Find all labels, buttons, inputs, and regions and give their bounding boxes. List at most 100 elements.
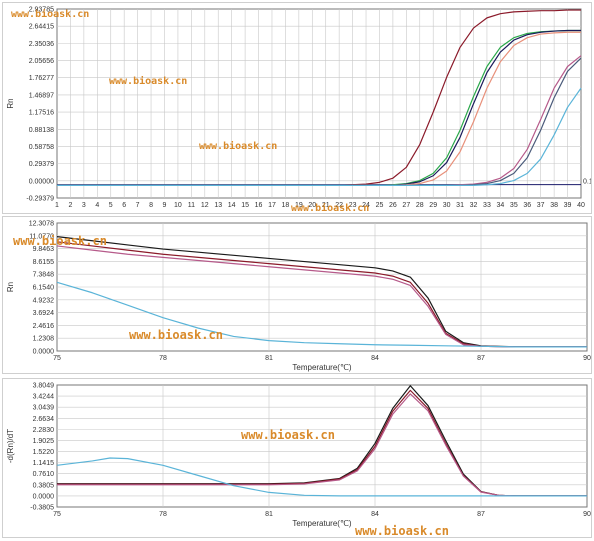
- y-tick-label: 2.6634: [33, 416, 55, 423]
- x-tick-label: 15: [241, 202, 249, 209]
- x-tick-label: 78: [159, 511, 167, 518]
- y-tick-label: 1.76277: [29, 75, 54, 82]
- y-tick-label: 0.58758: [29, 144, 54, 151]
- x-tick-label: 23: [349, 202, 357, 209]
- x-tick-label: 12: [201, 202, 209, 209]
- plot-area: [56, 384, 588, 508]
- x-tick-label: 84: [371, 511, 379, 518]
- melt-curve-panel: 12.3078 11.0770 9.8463 8.6155 7.3848 6.1540 4.…: [2, 216, 592, 374]
- x-tick-label: 38: [550, 202, 558, 209]
- y-tick-label: 2.2830: [33, 427, 55, 434]
- x-tick-label: 36: [523, 202, 531, 209]
- y-tick-label: 0.29379: [29, 161, 54, 168]
- y-tick-label: 2.4616: [33, 323, 55, 330]
- x-tick-label: 40: [577, 202, 585, 209]
- y-axis-label: -d(Rn)/dT: [6, 429, 15, 463]
- x-tick-label: 87: [477, 511, 485, 518]
- y-tick-label: 2.93785: [29, 7, 54, 14]
- watermark-text: www.bioask.cn: [199, 140, 277, 152]
- x-tick-label: 87: [477, 355, 485, 362]
- watermark-text: www.bioask.cn: [129, 328, 223, 342]
- x-tick-label: 16: [255, 202, 263, 209]
- x-tick-label: 26: [389, 202, 397, 209]
- x-tick-label: 32: [470, 202, 478, 209]
- x-tick-label: 39: [564, 202, 572, 209]
- y-tick-label: 0.88138: [29, 127, 54, 134]
- y-tick-label: 1.46897: [29, 92, 54, 99]
- y-axis-label: Rn: [6, 98, 15, 108]
- x-tick-label: 10: [174, 202, 182, 209]
- x-tick-label: 18: [282, 202, 290, 209]
- y-tick-label: 1.5220: [33, 449, 55, 456]
- x-tick-label: 34: [496, 202, 504, 209]
- y-tick-label: 11.0770: [29, 233, 54, 240]
- x-axis-label: Temperature(℃): [292, 363, 352, 372]
- y-tick-label: 1.9025: [33, 438, 55, 445]
- watermark-text: www.bioask.cn: [109, 75, 187, 87]
- melt-curve-plot: 12.3078 11.0770 9.8463 8.6155 7.3848 6.1540 4.…: [6, 221, 591, 373]
- series-line-3: [56, 281, 587, 348]
- x-tick-label: 21: [322, 202, 330, 209]
- x-tick-label: 31: [456, 202, 464, 209]
- y-tick-label: -0.3805: [30, 505, 54, 512]
- plot-area: [56, 8, 582, 199]
- watermark-text: www.bioask.cn: [291, 202, 369, 213]
- y-tick-label: 7.3848: [33, 272, 55, 279]
- y-tick-label: 0.0000: [33, 493, 55, 500]
- x-tick-label: 19: [295, 202, 303, 209]
- derivative-melt-panel: 3.8049 3.4244 3.0439 2.6634 2.2830 1.9025 1.52…: [2, 378, 592, 538]
- watermark-text: www.bioask.cn: [13, 234, 107, 248]
- y-tick-label: 1.2308: [33, 336, 55, 343]
- y-tick-label: 6.1540: [33, 285, 55, 292]
- x-tick-label: 4: [95, 202, 99, 209]
- y-tick-label: 3.6924: [33, 310, 55, 317]
- amplification-plot-panel: 2.93785 2.64415 2.35036 2.05656 1.76277 1.468…: [2, 2, 592, 214]
- x-tick-label: 5: [109, 202, 113, 209]
- derivative-melt-plot: 3.8049 3.4244 3.0439 2.6634 2.2830 1.9025 1.52…: [6, 383, 591, 538]
- y-tick-label: 1.17516: [29, 110, 54, 117]
- x-tick-label: 90: [583, 355, 591, 362]
- y-axis-label: Rn: [6, 282, 15, 292]
- series-line-6: [57, 87, 582, 186]
- y-tick-label: -0.29379: [26, 196, 54, 203]
- y-tick-label: 4.9232: [33, 297, 55, 304]
- x-tick-label: 30: [443, 202, 451, 209]
- y-tick-label: 1.1415: [33, 460, 55, 467]
- x-tick-label: 8: [149, 202, 153, 209]
- x-tick-label: 37: [537, 202, 545, 209]
- threshold-label: 0.12: [583, 179, 591, 186]
- x-tick-label: 29: [429, 202, 437, 209]
- x-tick-label: 81: [265, 511, 273, 518]
- x-tick-label: 7: [136, 202, 140, 209]
- x-tick-label: 6: [122, 202, 126, 209]
- x-tick-label: 1: [55, 202, 59, 209]
- y-tick-label: 0.0000: [33, 349, 55, 356]
- x-tick-label: 9: [163, 202, 167, 209]
- x-tick-label: 2: [68, 202, 72, 209]
- y-tick-label: 3.0439: [33, 405, 55, 412]
- y-tick-label: 8.6155: [33, 259, 55, 266]
- y-tick-label: 3.8049: [33, 383, 55, 390]
- x-tick-label: 25: [376, 202, 384, 209]
- x-tick-label: 13: [214, 202, 222, 209]
- x-axis-label: Temperature(℃): [292, 519, 352, 528]
- y-tick-label: 9.8463: [33, 246, 55, 253]
- y-tick-label: 3.4244: [33, 394, 55, 401]
- x-tick-label: 3: [82, 202, 86, 209]
- x-tick-label: 27: [402, 202, 410, 209]
- x-tick-label: 11: [188, 202, 195, 209]
- watermark-text: www.bioask.cn: [11, 8, 89, 20]
- x-tick-label: 17: [268, 202, 276, 209]
- y-tick-label: 0.00000: [29, 178, 54, 185]
- series-line-3: [56, 457, 587, 497]
- x-tick-label: 14: [228, 202, 236, 209]
- y-tick-label: 2.05656: [29, 58, 54, 65]
- x-tick-label: 84: [371, 355, 379, 362]
- y-tick-label: 0.7610: [33, 471, 55, 478]
- x-tick-label: 90: [583, 511, 591, 518]
- x-tick-label: 75: [53, 355, 61, 362]
- x-tick-label: 33: [483, 202, 491, 209]
- y-tick-label: 12.3078: [29, 221, 54, 228]
- x-tick-label: 75: [53, 511, 61, 518]
